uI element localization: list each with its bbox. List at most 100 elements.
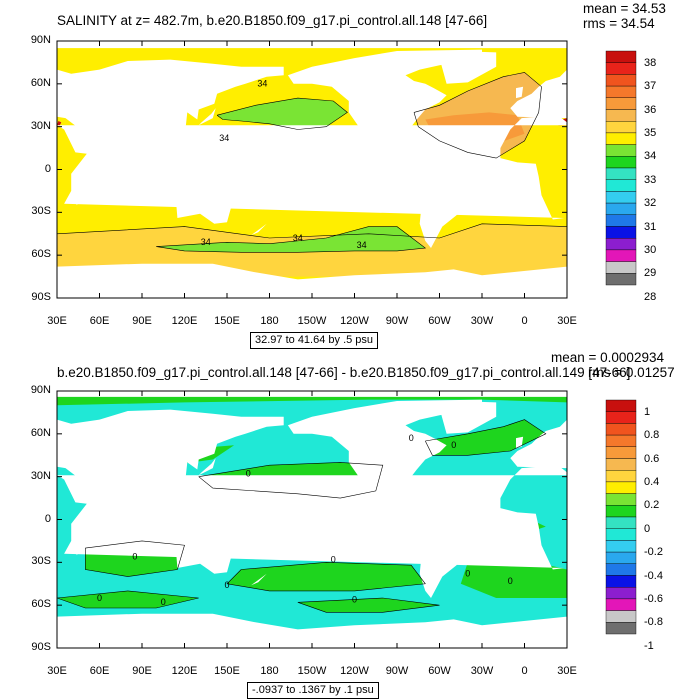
bottom-colorbar-swatch-17 (605, 598, 637, 611)
bottom-colorbar-swatch-1 (605, 411, 637, 424)
bot-contour-label-9: 0 (161, 597, 166, 607)
bot-land-10 (198, 458, 216, 476)
bot-ytick-label: 60N (30, 426, 51, 439)
bot-contour-label-7: 0 (224, 580, 229, 590)
bot-contour-label-3: 0 (451, 440, 456, 450)
bottom-colorbar-swatch-2 (605, 423, 637, 436)
bot-land-8 (149, 512, 192, 533)
bottom-colorbar-swatch-14 (605, 563, 637, 576)
top-colorbar-swatch-1 (605, 62, 637, 75)
top-colorbar-label: 34 (644, 150, 657, 163)
bottom-colorbar-label: 1 (644, 405, 651, 418)
bot-contour-label-10: 0 (508, 576, 513, 586)
top-colorbar-label: 32 (644, 197, 657, 210)
top-colorbar-swatch-19 (605, 273, 637, 286)
bot-xtick-label: 30E (557, 665, 577, 677)
bottom-colorbar-swatch-8 (605, 493, 637, 506)
top-xtick-label: 90W (385, 315, 409, 327)
bottom-colorbar-label: -0.8 (644, 616, 663, 629)
bottom-range-label: -.0937 to .1367 by .1 psu (247, 682, 379, 699)
bottom-colorbar-swatch-12 (605, 540, 637, 553)
top-colorbar-swatch-11 (605, 179, 637, 192)
top-xtick-label: 60W (428, 315, 451, 327)
top-colorbar-swatch-14 (605, 214, 637, 227)
bottom-colorbar-swatch-15 (605, 575, 637, 588)
top-ytick-label: 90S (31, 291, 51, 303)
top-colorbar-swatch-4 (605, 97, 637, 110)
top-contour-label-2: 34 (293, 233, 303, 243)
bot-ytick-label: 90S (31, 641, 51, 653)
top-land-4 (287, 49, 482, 159)
top-xtick-label: 90E (132, 315, 152, 327)
bottom-colorbar-label: -1 (644, 639, 654, 652)
bottom-colorbar-label: 0.2 (644, 499, 660, 512)
bottom-colorbar-swatch-13 (605, 551, 637, 564)
top-land-12 (75, 188, 86, 206)
bot-ytick-label: 0 (44, 512, 51, 525)
top-colorbar-swatch-8 (605, 144, 637, 157)
top-land-7 (57, 263, 567, 298)
bot-contour-line-1 (226, 561, 426, 592)
top-xtick-label: 30E (557, 315, 577, 327)
bot-contour-line-3 (425, 419, 547, 456)
top-colorbar-swatch-17 (605, 249, 637, 262)
bot-land-2 (510, 419, 567, 469)
bot-land-1 (57, 409, 284, 519)
top-contour-line-0 (216, 97, 348, 130)
bot-xtick-label: 90W (385, 665, 409, 677)
top-colorbar-label: 36 (644, 103, 657, 116)
bottom-colorbar-label: -0.6 (644, 592, 663, 605)
top-colorbar-label: 30 (644, 243, 657, 256)
bot-contour-label-1: 0 (331, 554, 336, 564)
bottom-colorbar-swatch-0 (605, 399, 637, 412)
bottom-colorbar-label: 0.4 (644, 475, 660, 488)
top-xtick-label: 150W (297, 315, 327, 327)
bot-land-6 (409, 502, 475, 598)
top-colorbar-swatch-6 (605, 120, 637, 134)
top-rms: rms = 34.54 (583, 16, 655, 31)
bot-contour-line-0 (198, 462, 384, 499)
bot-xtick-label: 180 (260, 665, 279, 677)
top-land-3 (176, 185, 232, 224)
bot-land-3 (176, 535, 232, 574)
top-contour-label-0: 34 (257, 79, 267, 89)
bottom-colorbar-swatch-10 (605, 516, 637, 529)
bot-land-5 (439, 401, 497, 434)
top-range-label: 32.97 to 41.64 by .5 psu (250, 332, 379, 349)
bottom-map: 0 0 0 0 0 0 0 0 0 0 0 (56, 390, 568, 649)
top-fill-mediterranean (57, 121, 62, 126)
bot-xtick-label: 60E (89, 665, 110, 677)
top-contour-label-3: 34 (201, 237, 211, 247)
top-mean: mean = 34.53 (583, 1, 666, 16)
top-title: SALINITY at z= 482.7m, b.e20.B1850.f09_g… (57, 13, 488, 28)
top-xtick-label: 120E (171, 315, 198, 327)
bot-contour-line-5 (297, 597, 440, 613)
top-colorbar-swatch-16 (605, 237, 637, 251)
top-colorbar-label: 37 (644, 80, 657, 93)
bottom-mean: mean = 0.0002934 (551, 350, 664, 365)
bot-xtick-label: 120W (340, 665, 369, 677)
bot-ytick-label: 30N (30, 469, 51, 482)
bot-land-14 (516, 436, 524, 449)
bot-ytick-label: 30S (31, 555, 51, 568)
bot-xtick-label: 30W (470, 665, 494, 677)
top-xtick-label: 30E (47, 315, 67, 327)
top-colorbar-swatch-5 (605, 109, 637, 122)
bottom-colorbar-swatch-18 (605, 610, 637, 623)
bottom-colorbar-swatch-5 (605, 458, 637, 471)
bot-ytick-label: 60S (31, 598, 51, 611)
bot-fill-positive-6 (297, 598, 440, 613)
bot-xtick-label: 120E (171, 665, 198, 677)
bot-contour-line-4 (56, 590, 199, 609)
top-colorbar-label: 33 (644, 173, 657, 186)
top-colorbar-label: 29 (644, 267, 657, 280)
top-colorbar-label: 35 (644, 126, 657, 139)
top-xtick-label: 150E (214, 315, 240, 327)
bot-contour-label-4: 0 (97, 593, 102, 603)
bot-contour-label-5: 0 (352, 594, 357, 604)
top-colorbar-label: 31 (644, 220, 657, 233)
top-colorbar-swatch-18 (605, 261, 637, 274)
bottom-colorbar-label: 0.8 (644, 429, 660, 442)
top-fill-southern-ocean (156, 226, 426, 253)
bot-fill-positive-3 (227, 562, 426, 591)
